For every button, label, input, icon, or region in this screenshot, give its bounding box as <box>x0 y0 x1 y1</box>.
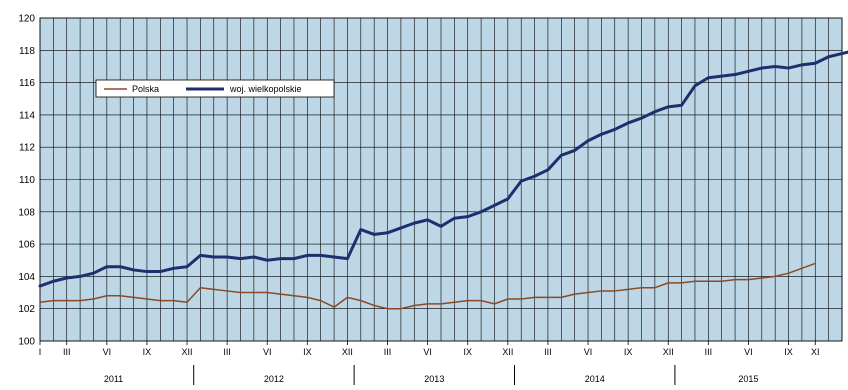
grid-lines <box>39 17 843 342</box>
x-tick-label: IX <box>303 347 312 357</box>
x-tick-label: IX <box>143 347 152 357</box>
x-tick-label: III <box>223 347 231 357</box>
x-tick-label: VI <box>584 347 593 357</box>
year-label: 2014 <box>585 374 605 384</box>
x-tick-label: VI <box>263 347 272 357</box>
legend-label-polska: Polska <box>132 84 159 94</box>
y-tick-label: 102 <box>18 304 35 315</box>
x-tick-label: III <box>544 347 552 357</box>
y-tick-label: 114 <box>19 110 35 121</box>
year-label: 2012 <box>264 374 284 384</box>
y-tick-label: 110 <box>19 175 35 186</box>
x-tick-label: IX <box>784 347 793 357</box>
x-tick-label: VI <box>423 347 432 357</box>
x-axis: I III VI IX XII III VI IX XII III VI IX XII III VI IX XI… <box>39 341 820 385</box>
year-label: 2015 <box>738 374 758 384</box>
y-tick-label: 112 <box>19 143 35 154</box>
x-tick-label: III <box>63 347 71 357</box>
series-lines <box>38 50 848 310</box>
x-tick-label: XII <box>663 347 674 357</box>
x-tick-label: I <box>39 347 42 357</box>
series-line-wielkopolskie <box>38 50 848 288</box>
x-tick-label: VI <box>103 347 112 357</box>
x-tick-label: III <box>705 347 713 357</box>
y-tick-label: 104 <box>18 272 35 283</box>
year-label: 2013 <box>424 374 444 384</box>
legend: Polska woj. wielkopolskie <box>95 79 335 98</box>
y-tick-label: 100 <box>18 337 35 348</box>
y-tick-label: 118 <box>19 46 35 57</box>
year-label: 2011 <box>104 374 123 384</box>
x-tick-label: IX <box>463 347 472 357</box>
y-tick-label: 108 <box>18 207 35 218</box>
y-tick-label: 106 <box>18 240 35 251</box>
legend-label-wielkopolskie: woj. wielkopolskie <box>229 84 302 94</box>
x-tick-label: XII <box>182 347 193 357</box>
y-tick-label: 120 <box>18 14 35 25</box>
plot-border <box>39 17 843 342</box>
x-tick-label: VI <box>744 347 753 357</box>
x-tick-label: XII <box>342 347 353 357</box>
y-axis-ticks: 100 102 104 106 108 110 112 114 116 118 120 <box>18 14 35 348</box>
x-tick-label: IX <box>624 347 633 357</box>
series-line-polska <box>39 262 817 310</box>
x-tick-label: XI <box>811 347 820 357</box>
y-tick-label: 116 <box>19 78 35 89</box>
x-tick-label: XII <box>502 347 513 357</box>
x-tick-label: III <box>384 347 392 357</box>
